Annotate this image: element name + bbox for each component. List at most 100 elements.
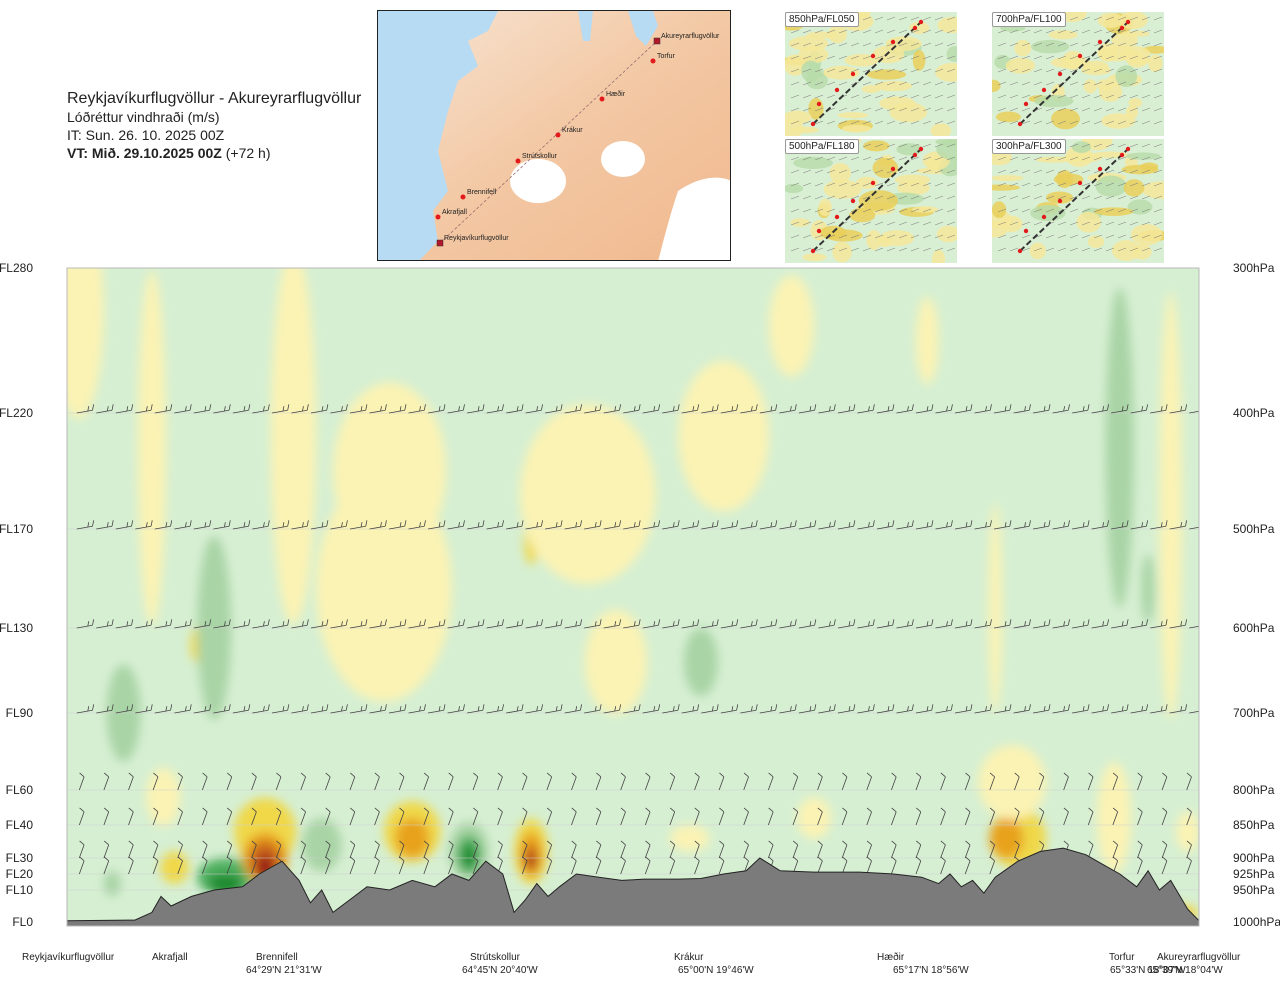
wind-barb [620,840,626,859]
wind-barb [974,268,977,269]
mini-barb [1033,94,1043,99]
mini-field-blob [785,110,812,124]
wind-barb [369,268,372,269]
mini-route-point [890,166,896,172]
mini-map-500[interactable]: 500hPa/FL180 [785,139,957,263]
mini-barb [922,94,932,99]
mini-barb [997,221,1007,226]
mini-barb [1093,143,1103,148]
wind-barb [1038,772,1045,791]
mini-barb [1141,29,1151,34]
mini-field-blob [1128,97,1143,108]
mini-barb [1057,182,1067,187]
wind-barb [1186,807,1192,826]
wind-barb [152,772,159,791]
mini-barb [1057,247,1067,252]
wind-barb [76,268,80,269]
wind-barb [954,520,973,530]
wind-barb [252,520,270,530]
mini-barb [1093,195,1103,200]
mini-barb [862,55,872,60]
mini-barb [1045,169,1055,174]
map-point-label: Strútskollur [522,153,558,160]
mini-barb [1045,55,1055,60]
mini-map-700[interactable]: 700hPa/FL100 [992,12,1164,136]
mini-barb [1129,143,1139,148]
mini-barb [1009,208,1019,213]
mini-route-point [912,25,918,31]
mini-barb [1093,29,1103,34]
wind-barb [374,807,380,826]
wind-barb [989,807,995,826]
mini-barb [1105,247,1115,252]
wind-barb [974,404,992,414]
wind-barb [694,807,700,826]
mini-barb [874,208,884,213]
velocity-region-34 [797,797,832,839]
mini-barb [1009,42,1019,47]
mini-field-blob [936,225,957,243]
wind-barb [497,840,503,859]
velocity-region-35 [916,297,939,384]
wind-barb [174,268,177,269]
mini-barb [1081,169,1091,174]
mini-barb [838,156,848,161]
mini-barb [814,169,824,174]
wind-barb [1087,772,1094,791]
wind-barb [232,404,251,414]
mini-barb [1141,107,1151,112]
mini-barb [946,94,956,99]
mini-barb [1081,16,1091,21]
mini-route-point [912,152,918,158]
velocity-region-29 [584,609,648,715]
wind-barb [798,520,817,530]
mini-map-300[interactable]: 300hPa/FL300 [992,139,1164,263]
mini-barb [922,81,932,86]
y-right-tick-label: 600hPa [1233,621,1275,635]
mini-field-blob [828,25,848,44]
wind-barb [521,856,528,875]
wind-barb [546,807,553,826]
mini-barb [934,169,944,174]
wind-barb [423,856,429,875]
mini-barb [790,195,800,200]
mini-barb [1129,68,1139,73]
mini-barb [1153,169,1163,174]
wind-barb [1150,619,1168,629]
wind-barb [915,404,934,414]
mini-barb [910,81,920,86]
mini-barb [1069,29,1079,34]
mini-barb [802,94,812,99]
mini-barb [838,107,848,112]
mini-barb [1129,208,1139,213]
route-map[interactable]: Akureyrarflugvöllur Torfur Hæðir Krákur Strú… [377,10,731,261]
mini-barb [850,195,860,200]
wind-barb [841,840,848,859]
mini-barb [997,247,1007,252]
mini-barb [1129,55,1139,60]
mini-barb [1153,221,1163,226]
mini-field-blob [1125,152,1161,160]
mini-barb [1141,81,1151,86]
mini-route-point [1097,39,1103,45]
mini-barb [910,42,920,47]
wind-barb [740,404,758,414]
mini-barb [997,195,1007,200]
wind-barb [571,807,577,826]
mini-barb [1069,169,1079,174]
mini-map-850[interactable]: 850hPa/FL050 [785,12,957,136]
wind-barb [408,619,426,629]
wind-barb [993,619,1012,629]
mini-barb [874,182,884,187]
mini-barb [838,120,848,125]
map-point-label: Hæðir [606,90,626,98]
valid-time: VT: Mið. 29.10.2025 00Z (+72 h) [67,144,361,162]
mini-barb [1153,195,1163,200]
mini-field-blob [842,124,872,133]
mini-barb [1141,208,1151,213]
mini-map-850-svg [785,12,957,136]
mini-barb [1009,169,1019,174]
mini-barb [886,247,896,252]
wind-barb [349,772,356,791]
mini-barb [862,42,872,47]
